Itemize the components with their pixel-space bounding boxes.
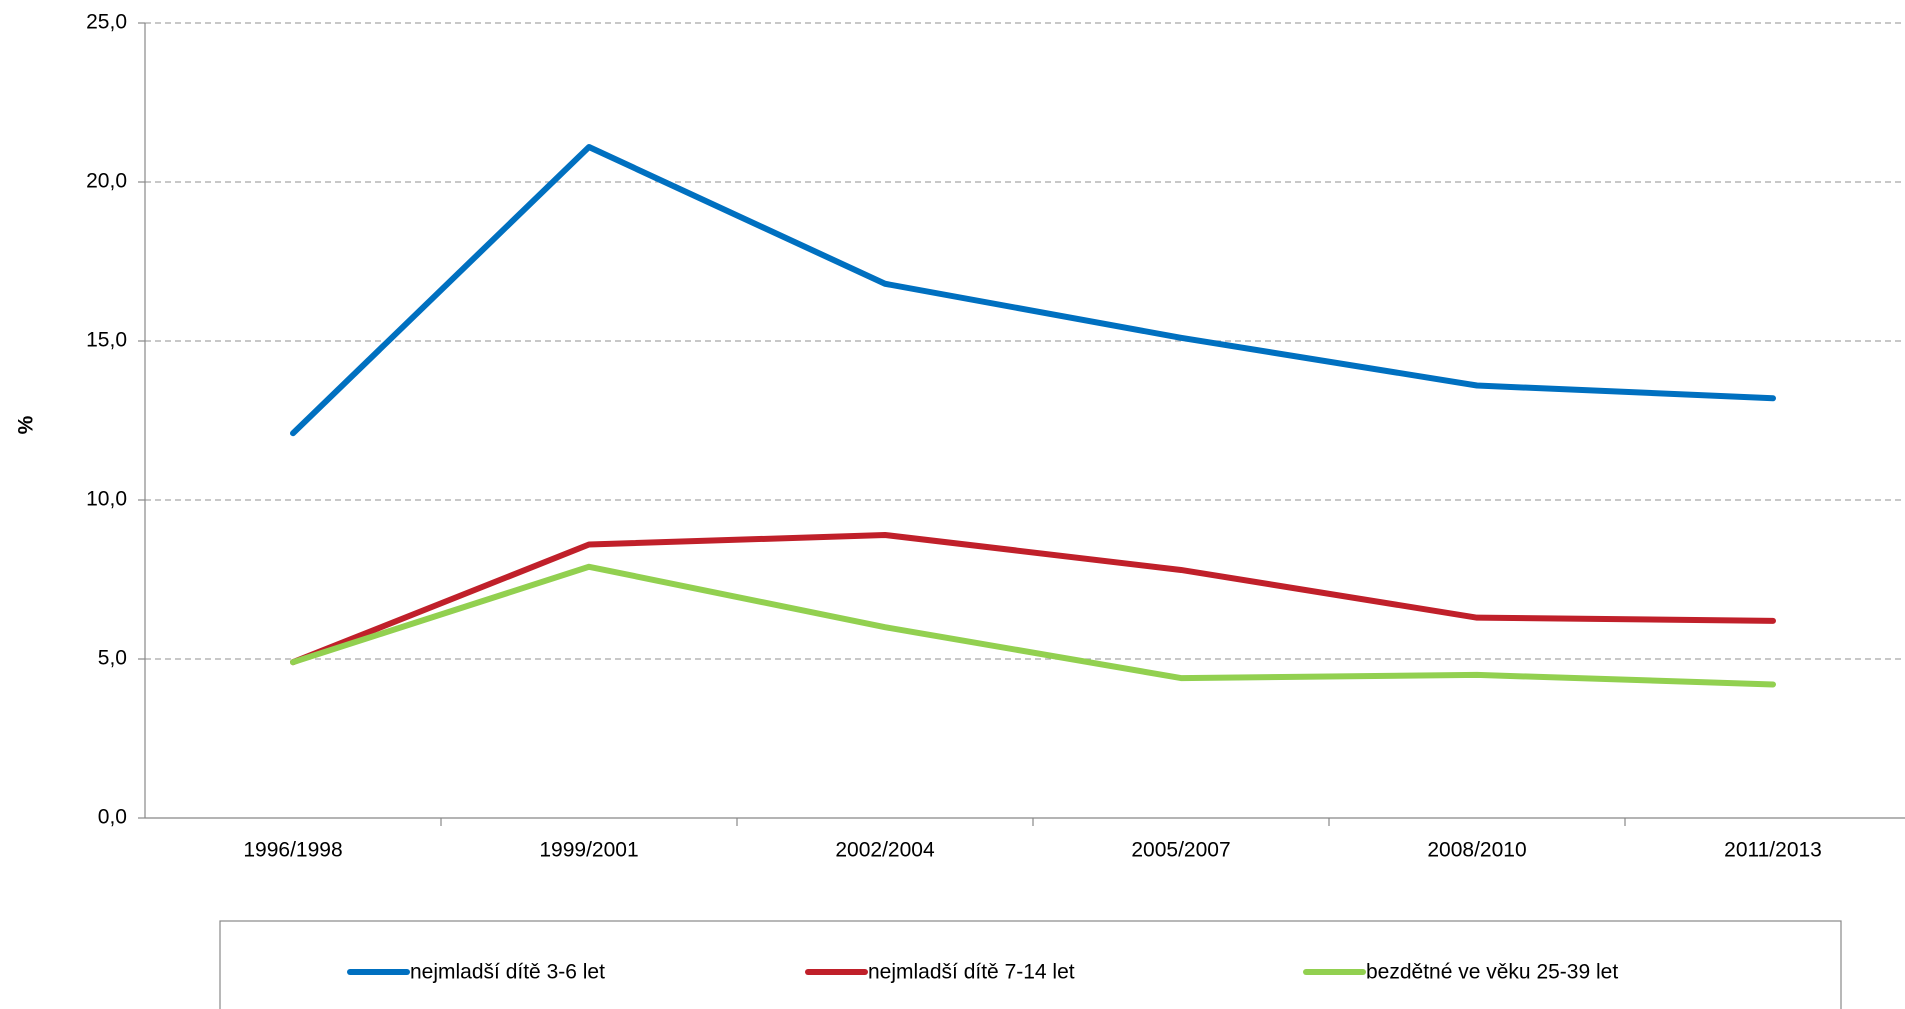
series-line	[290, 531, 1776, 666]
y-tick-label: 0,0	[98, 806, 127, 829]
legend-label: nejmladší dítě 7-14 let	[868, 961, 1075, 984]
y-tick-label: 5,0	[98, 647, 127, 670]
y-axis-label: %	[15, 415, 38, 434]
legend-label: nejmladší dítě 3-6 let	[410, 961, 605, 984]
y-tick-label: 25,0	[86, 11, 127, 34]
x-tick-label: 1996/1998	[243, 839, 342, 862]
legend-label: bezdětné ve věku 25-39 let	[1366, 961, 1618, 984]
x-tick-label: 2002/2004	[835, 839, 935, 862]
x-tick-label: 2011/2013	[1724, 839, 1822, 862]
x-tick-label: 1999/2001	[539, 839, 638, 862]
series-line	[290, 144, 1776, 437]
y-tick-label: 15,0	[86, 329, 127, 352]
y-tick-label: 20,0	[86, 170, 127, 193]
legend-box	[219, 920, 1842, 1009]
y-tick-label: 10,0	[86, 488, 127, 511]
x-tick-label: 2005/2007	[1131, 839, 1230, 862]
x-tick-label: 2008/2010	[1427, 839, 1526, 862]
series-line	[290, 563, 1776, 688]
